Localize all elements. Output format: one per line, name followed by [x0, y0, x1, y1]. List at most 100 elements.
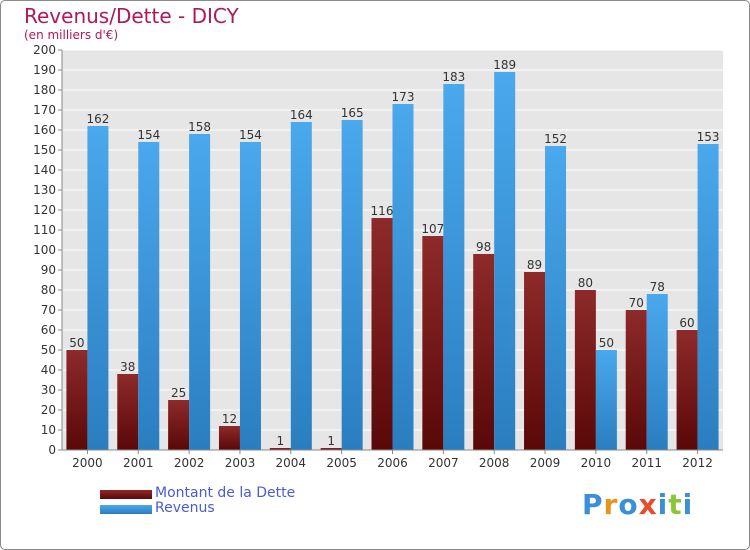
y-tick-label: 70 [41, 303, 56, 317]
data-label: 98 [476, 240, 491, 254]
logo-letter: t [668, 488, 683, 521]
data-label: 153 [697, 130, 720, 144]
data-label: 25 [171, 386, 186, 400]
y-tick-label: 130 [33, 183, 56, 197]
y-tick-label: 150 [33, 143, 56, 157]
data-label: 107 [421, 222, 444, 236]
bar-dette [66, 350, 88, 450]
legend-swatch-dette [100, 490, 152, 499]
data-label: 173 [392, 90, 415, 104]
data-label: 152 [544, 132, 567, 146]
bar-dette [218, 426, 240, 450]
logo-letter: o [618, 488, 639, 521]
bar-dette [371, 218, 393, 450]
data-label: 154 [239, 128, 262, 142]
x-tick-label: 2007 [428, 456, 459, 470]
y-tick-label: 170 [33, 103, 56, 117]
data-label: 165 [341, 106, 364, 120]
x-tick-label: 2008 [479, 456, 510, 470]
bar-revenus [545, 146, 567, 450]
y-tick-label: 30 [41, 383, 56, 397]
data-label: 162 [86, 112, 109, 126]
bar-dette [676, 330, 698, 450]
x-tick-label: 2009 [530, 456, 561, 470]
bar-revenus [290, 122, 312, 450]
y-tick-label: 0 [48, 443, 56, 457]
y-axis-ticks: 0 10 20 30 40 50 60 70 80 90 100 110 120 130 140 150 160… [33, 43, 62, 457]
bar-dette [625, 310, 647, 450]
y-tick-label: 120 [33, 203, 56, 217]
data-label: 38 [120, 360, 135, 374]
data-label: 189 [493, 58, 516, 72]
chart-title: Revenus/Dette - DICY [24, 4, 239, 28]
bar-dette [524, 272, 546, 450]
y-tick-label: 190 [33, 63, 56, 77]
data-label: 183 [442, 70, 465, 84]
bar-revenus [138, 142, 160, 450]
y-tick-label: 10 [41, 423, 56, 437]
logo-letter: P [582, 488, 604, 521]
data-label: 154 [137, 128, 160, 142]
y-tick-label: 80 [41, 283, 56, 297]
y-tick-label: 100 [33, 243, 56, 257]
x-tick-label: 2012 [682, 456, 713, 470]
logo-letter: i [682, 488, 694, 521]
bars: 50 162 38 154 25 158 12 154 1 164 1 165 116 173 107 183… [66, 58, 720, 450]
x-tick-label: 2001 [123, 456, 154, 470]
logo-letter: i [657, 488, 669, 521]
data-label: 78 [650, 280, 665, 294]
data-label: 1 [276, 434, 284, 448]
data-label: 12 [222, 412, 237, 426]
chart-subtitle: (en milliers d'€) [24, 28, 119, 42]
legend-label-revenus: Revenus [155, 500, 215, 516]
bar-revenus [392, 104, 414, 450]
data-label: 60 [679, 316, 694, 330]
y-tick-label: 40 [41, 363, 56, 377]
bar-dette [320, 448, 342, 450]
bar-dette [117, 374, 139, 450]
proxiti-logo: Proxiti [582, 488, 693, 521]
data-label: 70 [629, 296, 644, 310]
y-tick-label: 180 [33, 83, 56, 97]
logo-letter: r [603, 488, 619, 521]
y-tick-label: 20 [41, 403, 56, 417]
bar-revenus [189, 134, 211, 450]
x-tick-label: 2005 [326, 456, 357, 470]
bar-dette [473, 254, 495, 450]
bar-dette [574, 290, 596, 450]
data-label: 164 [290, 108, 313, 122]
data-label: 116 [371, 204, 394, 218]
data-label: 89 [527, 258, 542, 272]
data-label: 50 [599, 336, 614, 350]
x-tick-label: 2002 [174, 456, 205, 470]
bar-revenus [697, 144, 719, 450]
y-tick-label: 110 [33, 223, 56, 237]
bar-dette [168, 400, 190, 450]
bar-revenus [443, 84, 465, 450]
bar-revenus [494, 72, 516, 450]
data-label: 158 [188, 120, 211, 134]
data-label: 80 [578, 276, 593, 290]
bar-revenus [239, 142, 261, 450]
x-tick-label: 2000 [72, 456, 103, 470]
x-tick-label: 2003 [225, 456, 256, 470]
y-tick-label: 60 [41, 323, 56, 337]
bar-revenus [595, 350, 617, 450]
bar-dette [269, 448, 291, 450]
legend-label-dette: Montant de la Dette [155, 485, 296, 501]
data-label: 50 [69, 336, 84, 350]
x-tick-label: 2006 [377, 456, 408, 470]
y-tick-label: 90 [41, 263, 56, 277]
bar-dette [422, 236, 444, 450]
x-tick-label: 2004 [276, 456, 307, 470]
logo-letter: x [638, 488, 658, 521]
legend-swatch-revenus [100, 505, 152, 514]
x-tick-label: 2011 [631, 456, 662, 470]
bar-revenus [87, 126, 109, 450]
bar-revenus [341, 120, 363, 450]
bar-revenus [646, 294, 668, 450]
y-tick-label: 140 [33, 163, 56, 177]
data-label: 1 [327, 434, 335, 448]
y-tick-label: 160 [33, 123, 56, 137]
